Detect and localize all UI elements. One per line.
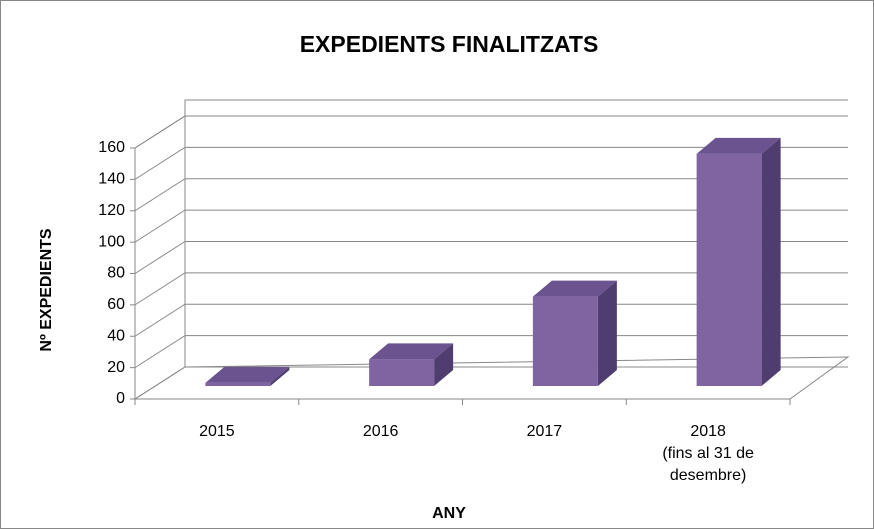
bar-top <box>205 366 290 383</box>
back-wall <box>184 99 848 367</box>
bar-top <box>532 280 617 297</box>
bar-top <box>696 137 781 154</box>
x-tick-label: 2017 <box>526 423 563 440</box>
y-tick-label: 140 <box>98 171 125 188</box>
y-tick-label: 0 <box>116 390 125 407</box>
grid-line <box>134 303 848 337</box>
y-tick-label: 100 <box>98 233 125 250</box>
y-tick-label: 60 <box>107 296 125 313</box>
grid-line <box>134 366 848 400</box>
grid-line <box>134 241 848 274</box>
y-tick-label: 80 <box>107 265 125 282</box>
grid-line <box>134 178 848 212</box>
grid-line <box>134 146 848 180</box>
chart-title: EXPEDIENTS FINALITZATS <box>300 31 599 57</box>
bar <box>369 359 435 386</box>
y-tick-label: 160 <box>98 139 125 156</box>
grid-line <box>134 335 848 369</box>
grid-line <box>134 115 848 149</box>
bar-side <box>270 366 290 386</box>
bar <box>205 382 271 386</box>
bar-side <box>434 343 454 386</box>
x-axis-label: ANY <box>432 505 466 522</box>
x-tick-label: 2018 (fins al 31 de desembre) <box>662 423 754 484</box>
y-tick-label: 20 <box>107 359 125 376</box>
grid-line <box>134 272 848 306</box>
bar <box>532 296 598 386</box>
bar <box>696 153 762 386</box>
bar-side <box>597 280 617 386</box>
y-axis-label: Nº EXPEDIENTS <box>38 228 55 352</box>
x-tick-label: 2015 <box>199 423 235 440</box>
x-tick-label: 2016 <box>362 423 399 440</box>
y-tick-label: 40 <box>107 327 125 344</box>
bar-side <box>761 137 781 386</box>
bar-top <box>369 343 454 360</box>
y-tick-label: 120 <box>98 202 125 219</box>
grid-line <box>134 209 848 243</box>
